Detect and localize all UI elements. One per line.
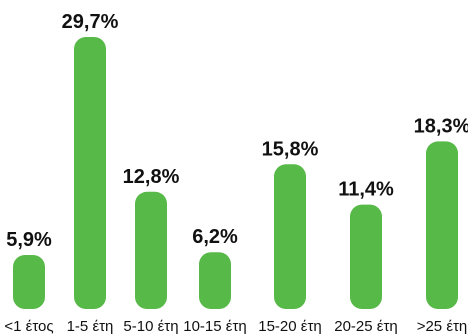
bar-value-label: 18,3% bbox=[414, 115, 468, 137]
category-label: 15-20 έτη bbox=[258, 318, 322, 334]
bar-value-label: 12,8% bbox=[123, 166, 180, 188]
category-label: <1 έτος bbox=[4, 318, 53, 334]
bar bbox=[199, 252, 231, 309]
bar bbox=[350, 204, 382, 309]
bar bbox=[274, 164, 306, 309]
bar bbox=[13, 254, 45, 309]
value-labels-group: 5,9% 29,7% 12,8% 6,2% 15,8% 11,4% 18,3% bbox=[6, 11, 468, 251]
bar bbox=[74, 37, 106, 309]
category-label: 20-25 έτη bbox=[334, 318, 398, 334]
bar-value-label: 11,4% bbox=[338, 179, 394, 201]
category-label: 10-15 έτη bbox=[183, 318, 247, 334]
bars-group bbox=[13, 37, 458, 309]
bar bbox=[426, 141, 458, 309]
category-label: 5-10 έτη bbox=[123, 318, 178, 334]
bar-value-label: 15,8% bbox=[262, 138, 319, 160]
category-labels-group: <1 έτος 1-5 έτη 5-10 έτη 10-15 έτη 15-20 έτη… bbox=[4, 318, 467, 334]
category-label: 1-5 έτη bbox=[67, 318, 114, 334]
category-label: >25 έτη bbox=[417, 318, 468, 334]
bar bbox=[135, 191, 167, 309]
bar-value-label: 6,2% bbox=[192, 226, 238, 248]
bar-value-label: 5,9% bbox=[6, 229, 52, 251]
bar-value-label: 29,7% bbox=[62, 11, 119, 33]
